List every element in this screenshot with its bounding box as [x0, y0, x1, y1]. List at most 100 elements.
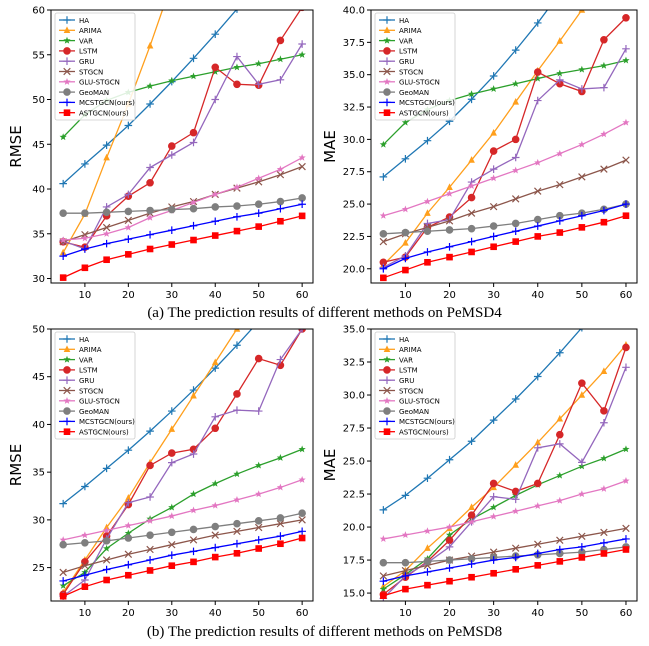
data-point-lstm [189, 128, 198, 137]
data-point-stgcn [124, 216, 133, 225]
data-point-arima [534, 438, 542, 446]
x-tick-label: 60 [296, 608, 309, 619]
data-point-ha [423, 136, 432, 145]
data-point-glu-stgcn [255, 490, 263, 498]
series-line-arima [382, 344, 627, 588]
data-point-stgcn [379, 237, 388, 246]
legend-label: VAR [79, 37, 93, 45]
data-point-astgcn-ours [103, 256, 110, 264]
data-point-arima [556, 37, 564, 44]
plot-area [59, 268, 306, 601]
data-point-geoman [298, 509, 306, 517]
chart-pemsd4-mae: 10 20 30 40 50 60 20.0 22.5 25.0 27.5 30.0 32.5 35.0… [321, 6, 638, 301]
data-point-ha [489, 72, 498, 80]
data-point-ha [146, 100, 154, 108]
legend-entry-stgcn: STGCN [379, 67, 423, 76]
data-point-glu-stgcn [276, 483, 285, 491]
legend-marker [383, 428, 391, 435]
data-point-arima [424, 209, 431, 216]
legend-entry-arima: ARIMA [59, 26, 102, 35]
data-point-gru [600, 83, 608, 92]
data-point-astgcn-ours [402, 585, 409, 593]
legend-label: ASTGCN(ours) [399, 429, 449, 437]
data-point-ha [533, 372, 542, 381]
data-point-gru [533, 96, 542, 105]
legend-entry-glu-stgcn: GLU-STGCN [379, 78, 440, 87]
data-point-glu-stgcn [534, 158, 542, 166]
data-point-var [276, 55, 285, 63]
legend-marker [383, 88, 391, 96]
data-point-glu-stgcn [59, 236, 67, 244]
data-point-astgcn-ours [622, 212, 630, 220]
data-point-lstm [622, 13, 630, 22]
data-point-stgcn [578, 532, 586, 541]
legend-marker [383, 335, 391, 343]
legend-label: GeoMAN [399, 89, 429, 97]
data-point-gru [189, 450, 198, 458]
legend-entry-astgcn-ours: ASTGCN(ours) [59, 428, 129, 437]
data-point-lstm [146, 178, 154, 187]
data-point-mcstgcn-ours [102, 239, 111, 248]
data-point-glu-stgcn [423, 527, 432, 535]
legend-entry-geoman: GeoMAN [379, 88, 429, 97]
y-tick-label: 15.0 [343, 589, 365, 600]
data-point-astgcn-ours [59, 274, 67, 281]
data-point-geoman [489, 222, 498, 230]
series-line-var [62, 448, 303, 587]
legend-marker [63, 345, 71, 352]
data-point-ha [401, 154, 410, 163]
data-point-mcstgcn-ours [211, 543, 220, 552]
legend-marker [63, 67, 71, 76]
series-gru [59, 40, 306, 253]
data-point-stgcn [534, 540, 542, 548]
data-point-glu-stgcn [578, 140, 586, 148]
data-point-mcstgcn-ours [379, 264, 388, 273]
data-point-geoman [276, 197, 285, 206]
data-point-arima [211, 358, 219, 366]
data-point-lstm [622, 343, 630, 352]
data-point-var [103, 544, 111, 552]
legend-entry-geoman: GeoMAN [59, 407, 109, 416]
data-point-var [490, 503, 498, 511]
legend-marker [63, 366, 71, 374]
legend-entry-var: VAR [379, 36, 413, 45]
data-point-stgcn [276, 170, 285, 179]
legend: HA ARIMA VAR LSTM GRU STGCN GLU-STGCN GeoMAN MCS… [54, 331, 136, 440]
data-point-geoman [445, 226, 454, 234]
y-tick-label: 45 [32, 140, 45, 151]
legend-label: HA [399, 17, 409, 25]
legend-label: STGCN [79, 68, 103, 76]
data-point-stgcn [379, 572, 388, 580]
data-point-arima [468, 156, 475, 163]
data-point-mcstgcn-ours [556, 217, 564, 225]
data-point-mcstgcn-ours [211, 217, 220, 226]
data-point-lstm [146, 461, 154, 470]
data-point-glu-stgcn [512, 166, 520, 174]
data-point-astgcn-ours [233, 549, 241, 557]
legend-marker [383, 78, 391, 85]
data-point-ha [211, 30, 220, 38]
data-point-glu-stgcn [189, 198, 198, 206]
x-tick-label: 20 [122, 290, 135, 301]
legend-label: LSTM [399, 48, 418, 56]
y-tick-label: 32.5 [343, 358, 365, 369]
data-point-var [379, 585, 387, 593]
data-point-astgcn-ours [446, 577, 453, 585]
x-tick-label: 60 [620, 290, 633, 301]
data-point-lstm [489, 479, 498, 488]
data-point-gru [578, 458, 586, 467]
legend-marker [63, 16, 71, 24]
data-point-gru [423, 219, 432, 228]
data-point-astgcn-ours [534, 233, 542, 240]
data-point-ha [59, 499, 67, 508]
data-point-ha [467, 95, 476, 104]
y-tick-label: 20.0 [343, 264, 365, 275]
data-point-ha [59, 179, 67, 188]
data-point-astgcn-ours [103, 576, 110, 584]
legend-marker [383, 366, 391, 374]
data-point-ha [298, 268, 306, 276]
y-tick-label: 30 [32, 515, 45, 526]
legend-label: GeoMAN [79, 408, 109, 416]
data-point-var [600, 454, 608, 462]
